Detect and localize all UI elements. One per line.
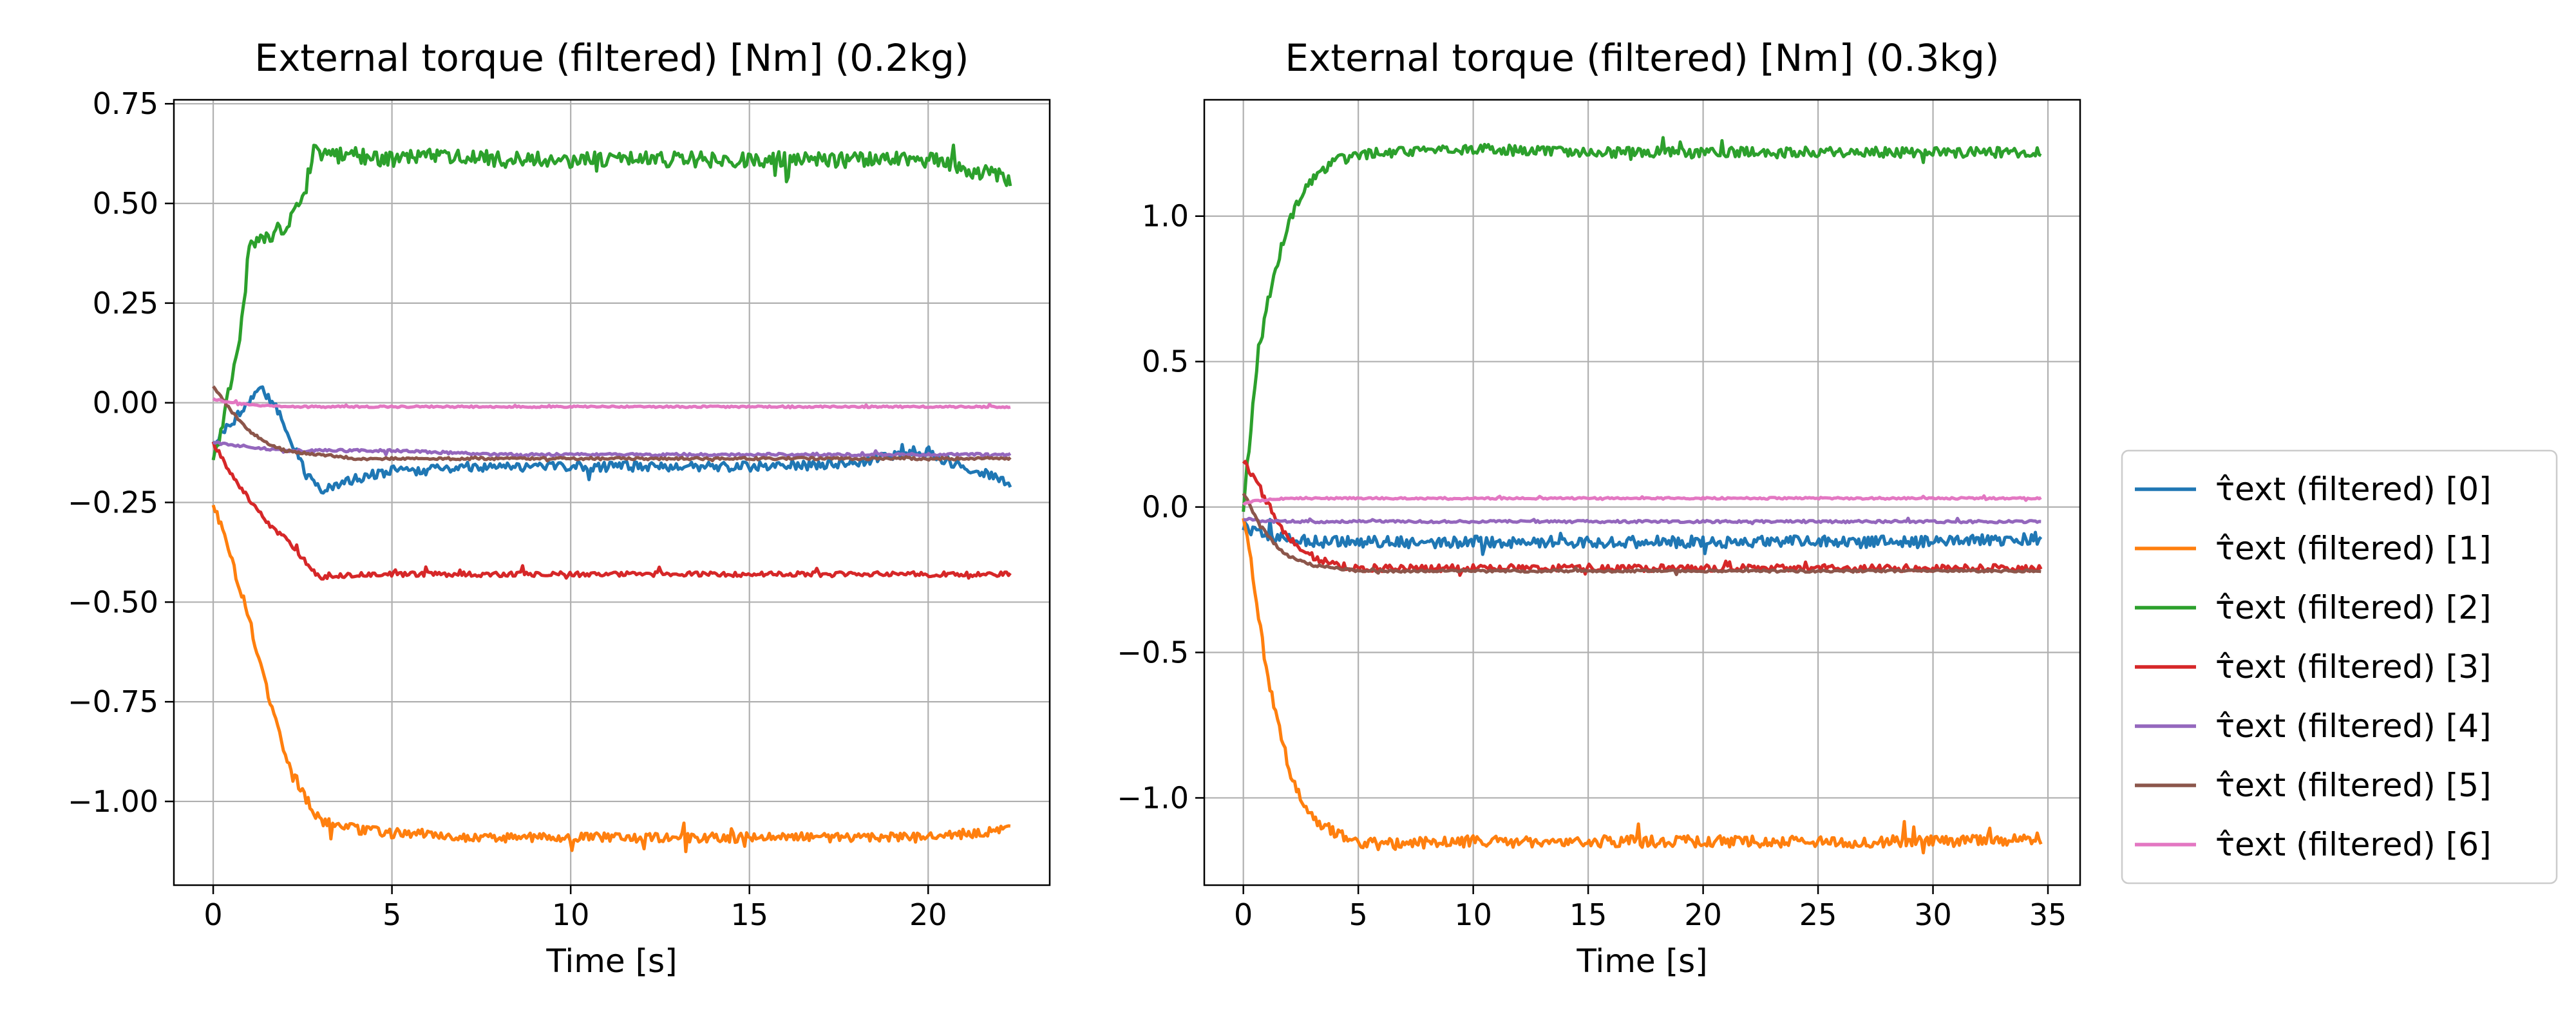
legend-entry: τ̂ext (filtered) [3] [2135,648,2492,686]
series-line-5 [212,385,1012,463]
x-tick-label: 10 [1454,897,1492,932]
series-line-1 [1242,518,2043,855]
y-tick-label: 0.25 [93,286,158,321]
legend-entry: τ̂ext (filtered) [1] [2135,530,2492,567]
y-tick-label: 0.75 [93,86,158,121]
x-tick-label: 10 [552,897,590,932]
legend-label: τ̂ext (filtered) [6] [2215,826,2492,863]
legend-entry: τ̂ext (filtered) [2] [2135,589,2492,626]
series-line-6 [1242,494,2042,507]
x-tick-label: 35 [2029,897,2067,932]
legend: τ̂ext (filtered) [0] τ̂ext (filtered) [1]… [2121,449,2558,885]
chart-title: External torque (filtered) [Nm] (0.2kg) [254,36,969,80]
legend-entry: τ̂ext (filtered) [6] [2135,826,2492,863]
x-tick-label: 0 [1234,897,1253,932]
chart-panel-0: 0 5 10 15 20 0.75 0.50 0.25 0.00 −0.25 −0.50 −0.75 −… [68,36,1051,980]
x-tick-label: 15 [1569,897,1607,932]
y-tick-label: 0.50 [93,186,158,221]
y-tick-label: −0.5 [1117,635,1189,670]
x-tick-label: 0 [204,897,222,932]
plot-frame [173,98,1051,886]
y-tick-label: 0.5 [1142,344,1189,379]
series-line-0 [1242,518,2043,556]
chart-panel-1: 0 5 10 15 20 25 30 35 1.0 0.5 0.0 −0.5 −1.0 External … [1117,36,2081,980]
legend-entry: τ̂ext (filtered) [0] [2135,471,2492,508]
series-line-2 [211,144,1012,461]
legend-label: τ̂ext (filtered) [4] [2215,707,2492,745]
charts-layer: 0 5 10 15 200.750.500.250.00−0.25−0.50−0.75−… [68,36,2081,980]
plot-frame [1203,98,2081,886]
series-line-5 [1242,492,2041,576]
series-group [211,144,1012,854]
y-tick-label: −0.25 [68,485,158,520]
x-tick-label: 20 [1684,897,1722,932]
legend-label: τ̂ext (filtered) [1] [2215,530,2492,567]
y-tick-label: −0.75 [68,684,158,719]
x-tick-label: 5 [383,897,401,932]
series-line-2 [1242,136,2042,512]
series-line-3 [1242,460,2043,577]
x-axis-label: Time [s] [1576,942,1707,980]
y-tick-label: 0.0 [1142,490,1189,525]
y-tick-label: 0.00 [93,386,158,420]
x-tick-label: 30 [1914,897,1952,932]
series-line-4 [213,440,1012,460]
x-tick-label: 15 [730,897,768,932]
x-axis-label: Time [s] [545,942,677,980]
y-tick-label: −1.0 [1117,780,1189,815]
series-line-1 [211,504,1011,854]
x-tick-label: 20 [909,897,947,932]
y-tick-label: −0.50 [68,585,158,619]
series-line-3 [211,441,1012,581]
legend-label: τ̂ext (filtered) [0] [2215,471,2492,508]
series-line-4 [1243,516,2041,525]
legend-label: τ̂ext (filtered) [2] [2215,589,2492,626]
y-tick-label: −1.00 [68,784,158,819]
series-line-0 [211,385,1012,495]
legend-box [2121,449,2558,885]
series-group [1242,136,2043,855]
legend-entry: τ̂ext (filtered) [4] [2135,707,2492,745]
x-tick-label: 5 [1349,897,1368,932]
legend-label: τ̂ext (filtered) [5] [2215,767,2492,804]
chart-title: External torque (filtered) [Nm] (0.3kg) [1285,36,1999,80]
series-line-6 [212,397,1011,409]
legend-entry: τ̂ext (filtered) [5] [2135,767,2492,804]
y-tick-label: 1.0 [1142,199,1189,234]
legend-label: τ̂ext (filtered) [3] [2215,648,2492,686]
x-tick-label: 25 [1799,897,1837,932]
